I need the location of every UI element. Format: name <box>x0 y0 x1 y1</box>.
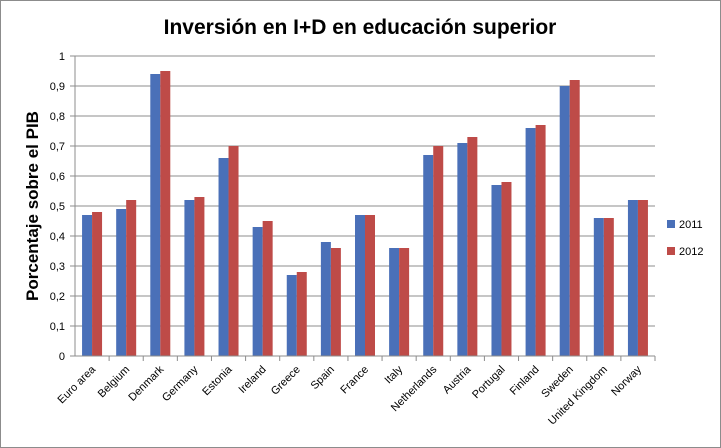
bar-2012-denmark <box>160 71 171 356</box>
bar-2011-belgium <box>116 209 127 356</box>
bar-2011-ireland <box>252 227 263 356</box>
y-tick-label: 0,8 <box>50 111 65 123</box>
bar-2012-netherlands <box>433 146 444 356</box>
bar-2012-italy <box>399 248 410 356</box>
bar-2011-italy <box>389 248 400 356</box>
x-tick-label: Greece <box>269 364 303 398</box>
x-tick-label: Austria <box>441 363 474 396</box>
bar-2011-netherlands <box>423 155 434 356</box>
legend-label-2011: 2011 <box>679 219 703 231</box>
bar-2011-spain <box>320 242 331 356</box>
x-tick-label: Estonia <box>200 363 235 398</box>
axes <box>74 56 656 361</box>
gridlines <box>70 55 655 357</box>
y-tick-label: 0,6 <box>50 171 65 183</box>
y-tick-label: 0,1 <box>50 321 65 333</box>
bar-2012-belgium <box>126 200 137 356</box>
bar-2011-austria <box>457 143 468 356</box>
x-tick-label: Portugal <box>470 364 507 401</box>
legend-swatch-2011 <box>667 220 675 228</box>
legend-swatch-2012 <box>667 247 675 255</box>
bars-group <box>82 71 648 356</box>
bar-2011-portugal <box>491 185 502 356</box>
y-tick-label: 0,9 <box>50 81 65 93</box>
bar-2012-finland <box>535 125 546 356</box>
bar-2011-estonia <box>218 158 229 356</box>
bar-2012-greece <box>296 272 307 356</box>
y-tick-label: 1 <box>59 51 65 63</box>
x-tick-label: Euro area <box>56 363 99 406</box>
bar-2012-portugal <box>501 182 512 356</box>
x-tick-label: Italy <box>382 363 405 386</box>
bar-2012-united-kingdom <box>603 218 614 356</box>
y-tick-label: 0,3 <box>50 261 65 273</box>
x-tick-label: Finland <box>508 364 542 398</box>
x-tick-label: Germany <box>160 363 201 404</box>
x-tick-label: Ireland <box>236 364 268 396</box>
y-tick-label: 0,2 <box>50 291 65 303</box>
y-tick-labels: 0 0,1 0,2 0,3 0,4 0,5 0,6 0,7 0,8 0,9 1 <box>50 51 65 363</box>
bar-2011-france <box>355 215 365 356</box>
bar-2011-euro-area <box>82 215 93 356</box>
bar-2011-sweden <box>559 86 570 356</box>
x-tick-label: Norway <box>609 363 644 398</box>
y-tick-label: 0 <box>59 351 65 363</box>
y-tick-label: 0,5 <box>50 201 65 213</box>
bar-2011-finland <box>525 128 536 356</box>
x-tick-label: Spain <box>309 364 337 392</box>
bar-2011-germany <box>184 200 195 356</box>
bar-2011-united-kingdom <box>593 218 604 356</box>
bar-2012-norway <box>637 200 648 356</box>
bar-2011-norway <box>627 200 638 356</box>
legend-label-2012: 2012 <box>679 246 703 258</box>
x-tick-label: United Kingdom <box>546 364 610 428</box>
chart-title: Inversión en I+D en educación superior <box>164 16 557 39</box>
legend: 2011 2012 <box>667 219 703 258</box>
bar-2012-germany <box>194 197 205 356</box>
bar-2012-spain <box>330 248 341 356</box>
bar-2012-estonia <box>228 146 239 356</box>
y-tick-label: 0,4 <box>50 231 65 243</box>
bar-2012-euro-area <box>92 212 103 356</box>
y-tick-label: 0,7 <box>50 141 65 153</box>
bar-2012-austria <box>467 137 478 356</box>
bar-2011-denmark <box>150 74 161 356</box>
bar-2012-ireland <box>262 221 273 356</box>
y-axis-label: Porcentaje sobre el PIB <box>23 111 42 301</box>
bar-2012-sweden <box>569 80 580 356</box>
x-tick-label: France <box>338 364 371 397</box>
bar-2011-greece <box>286 275 297 356</box>
bar-2012-france <box>365 215 375 356</box>
